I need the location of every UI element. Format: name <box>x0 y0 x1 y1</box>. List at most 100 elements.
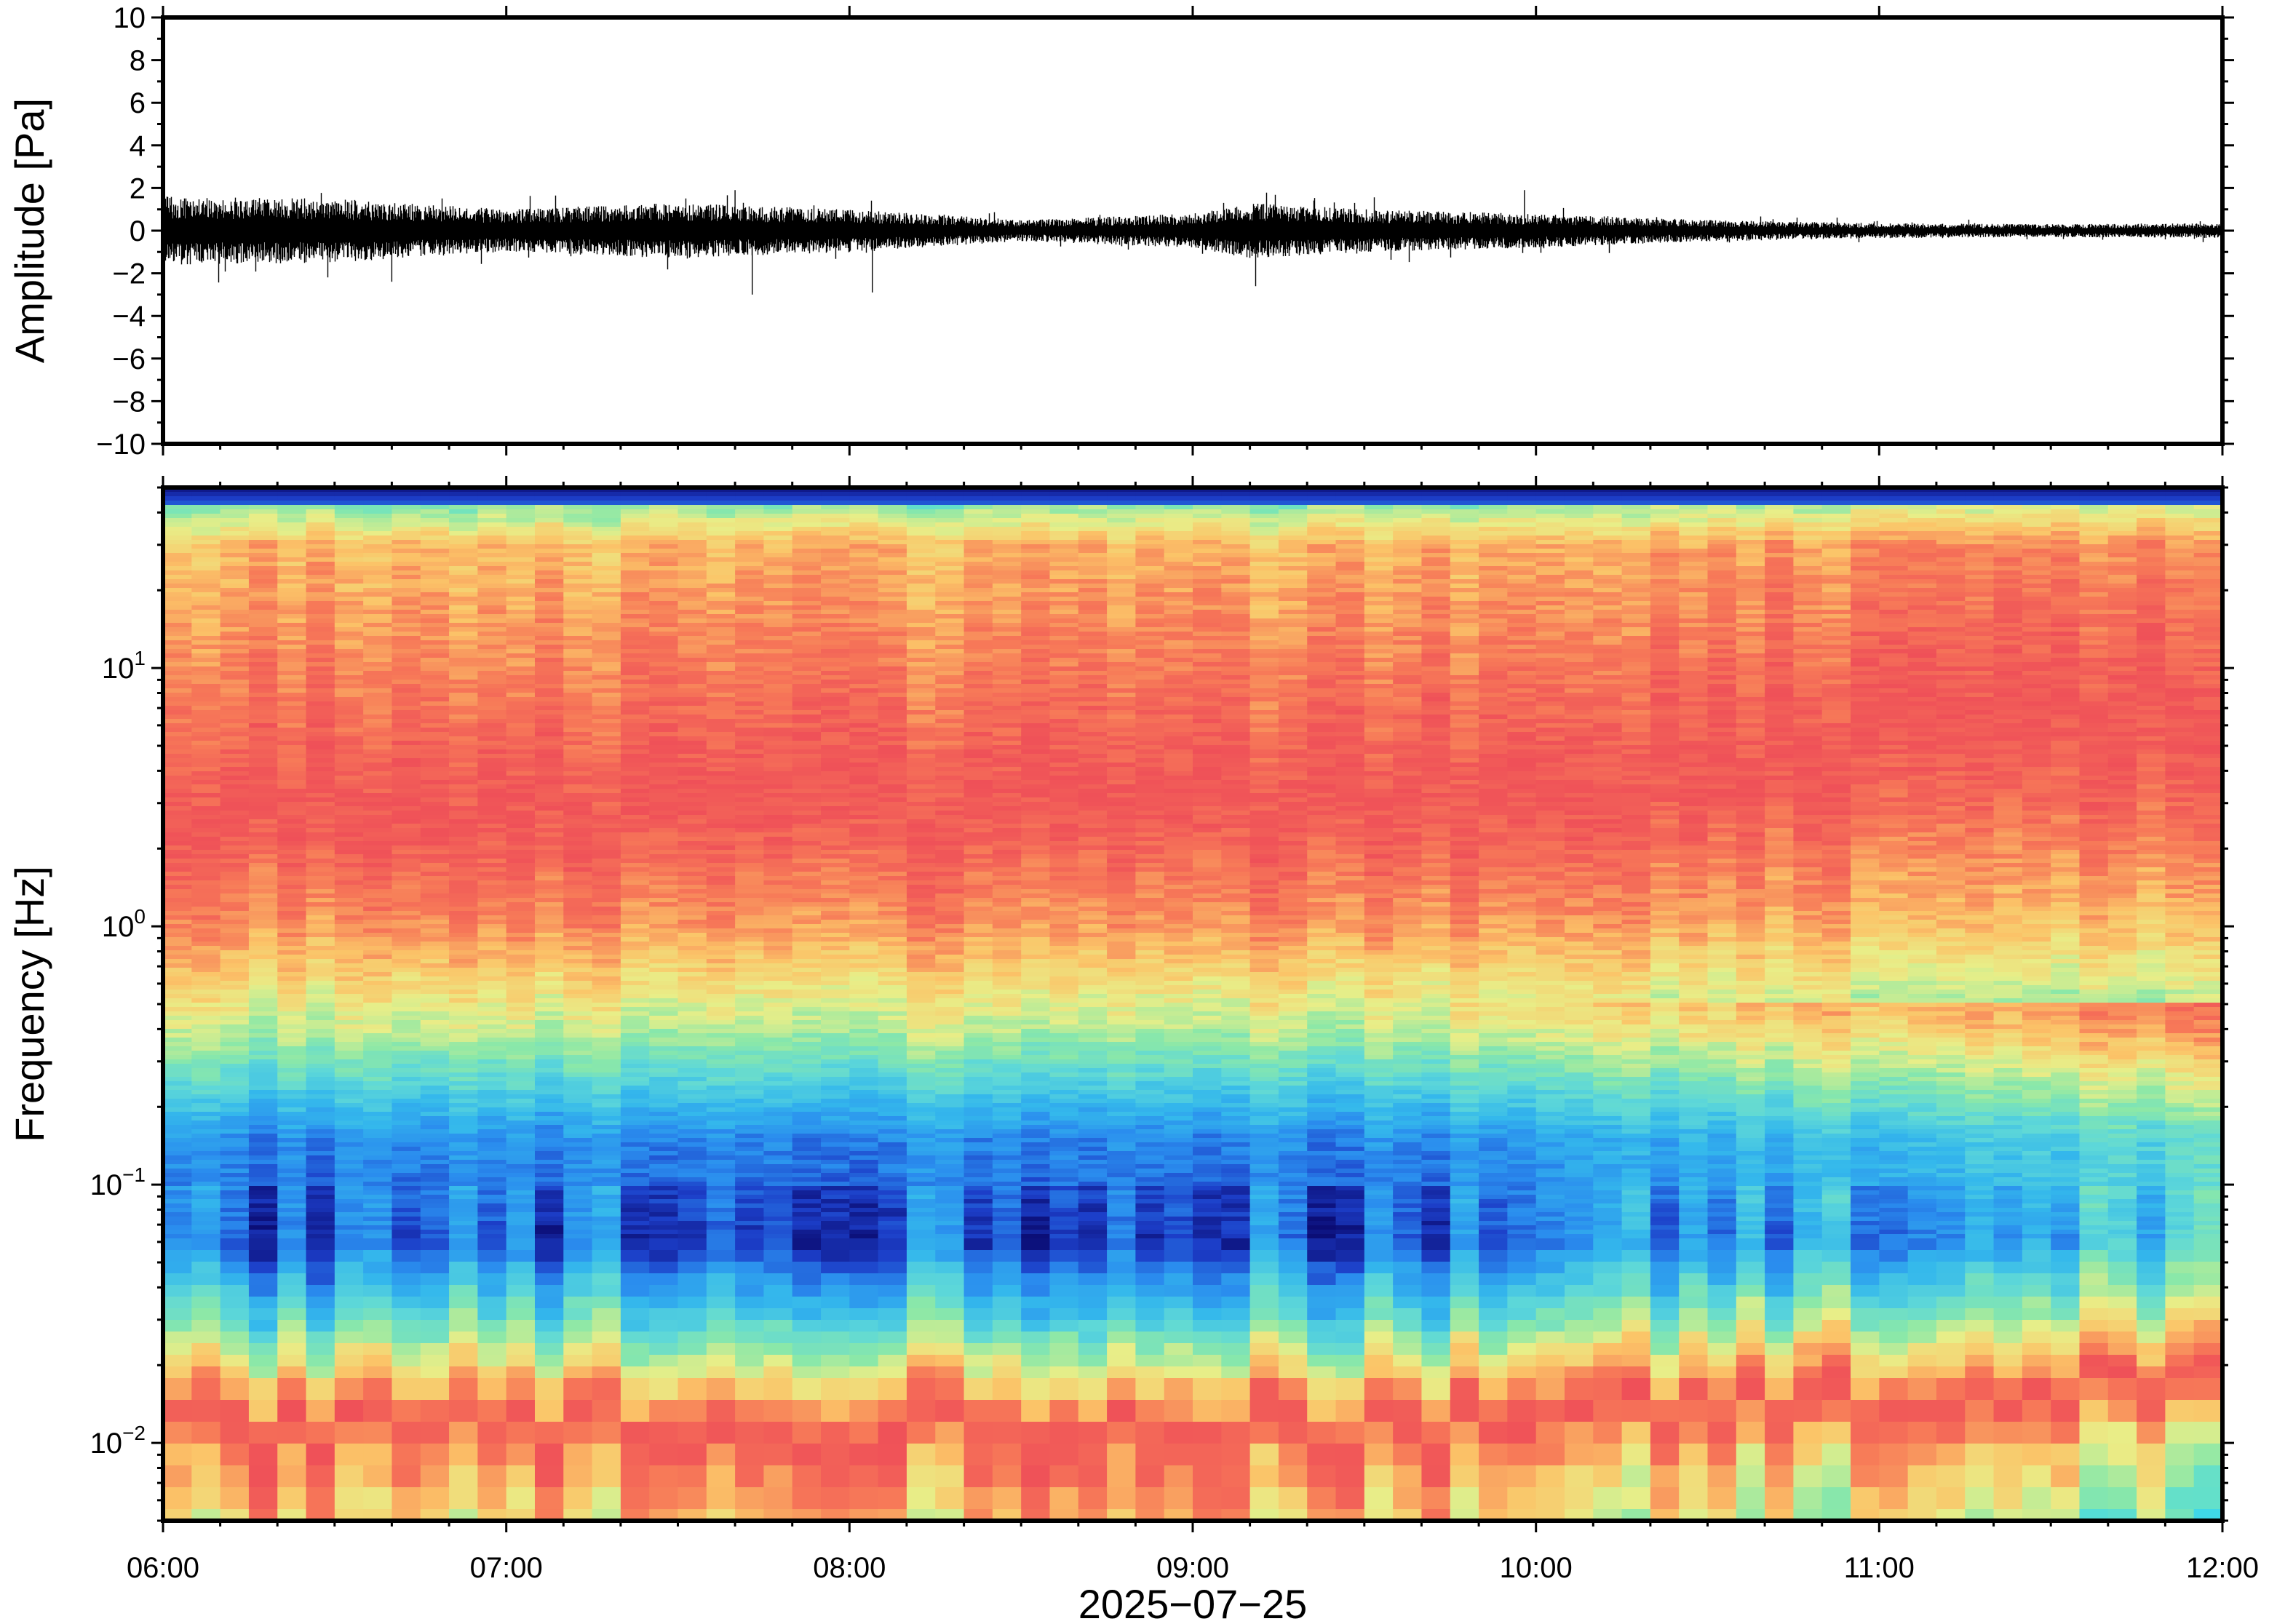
spectrogram-cell <box>1707 745 1737 750</box>
spectrogram-cell <box>1621 557 1651 562</box>
spectrogram-cell <box>1650 745 1680 750</box>
spectrogram-cell <box>1765 776 1795 781</box>
spectrogram-cell <box>1593 745 1623 750</box>
spectrogram-cell <box>1507 732 1537 737</box>
spectrogram-cell <box>1193 509 1222 514</box>
spectrogram-cell <box>1307 640 1337 645</box>
spectrogram-cell <box>1193 675 1222 680</box>
spectrogram-cell <box>1450 553 1479 558</box>
spectrogram-cell <box>1965 706 1995 711</box>
spectrogram-cell <box>449 623 478 628</box>
spectrogram-cell <box>563 666 593 672</box>
spectrogram-cell <box>1193 719 1222 724</box>
spectrogram-cell <box>1707 715 1737 720</box>
spectrogram-cell <box>677 749 707 755</box>
spectrogram-cell <box>1707 531 1737 536</box>
spectrogram-cell <box>1221 592 1251 597</box>
spectrogram-cell <box>248 666 278 672</box>
spectrogram-cell <box>306 540 335 545</box>
spectrogram-cell <box>1479 636 1508 641</box>
spectrogram-cell <box>1249 536 1279 541</box>
spectrogram-cell <box>935 666 965 672</box>
spectrogram-cell <box>677 697 707 702</box>
spectrogram-cell <box>1364 610 1394 615</box>
spectrogram-cell <box>2193 518 2222 523</box>
spectrogram-cell <box>620 627 650 632</box>
spectrogram-cell <box>2193 749 2222 755</box>
spectrogram-cell <box>1793 649 1823 654</box>
spectrogram-cell <box>735 592 765 597</box>
spectrogram-cell <box>821 605 850 610</box>
spectrogram-cell <box>1107 592 1136 597</box>
spectrogram-cell <box>1393 636 1423 641</box>
spectrogram-cell <box>2051 579 2081 584</box>
spectrogram-cell <box>1535 557 1565 562</box>
spectrogram-cell <box>534 588 564 593</box>
spectrogram-cell <box>992 636 1022 641</box>
spectrogram-cell <box>2165 584 2195 589</box>
spectrogram-cell <box>220 763 250 768</box>
spectrogram-cell <box>1936 562 1966 567</box>
spectrogram-cell <box>1535 496 1565 501</box>
spectrogram-cell <box>992 518 1022 523</box>
spectrogram-cell <box>420 544 450 549</box>
spectrogram-cell <box>277 701 307 706</box>
spectrogram-cell <box>1621 776 1651 781</box>
spectrogram-cell <box>1221 640 1251 645</box>
spectrogram-cell <box>849 597 879 602</box>
spectrogram-cell <box>1078 531 1108 536</box>
spectrogram-cell <box>2137 784 2166 789</box>
spectrogram-cell <box>2193 501 2222 506</box>
spectrogram-cell <box>1479 601 1508 606</box>
spectrogram-cell <box>677 623 707 628</box>
spectrogram-cell <box>1393 518 1423 523</box>
spectrogram-cell <box>963 684 993 689</box>
spectrogram-cell <box>1593 784 1623 789</box>
spectrogram-cell <box>477 749 507 755</box>
spectrogram-cell <box>1993 662 2023 667</box>
spectrogram-cell <box>2165 780 2195 785</box>
spectrogram-cell <box>1593 701 1623 706</box>
spectrogram-cell <box>1965 684 1995 689</box>
spectrogram-cell <box>1821 780 1851 785</box>
spectrogram-cell <box>1193 715 1222 720</box>
spectrogram-cell <box>849 531 879 536</box>
spectrogram-cell <box>1707 584 1737 589</box>
spectrogram-cell <box>1164 763 1193 768</box>
spectrogram-cell <box>1135 653 1165 658</box>
spectrogram-cell <box>1479 632 1508 637</box>
spectrogram-cell <box>306 584 335 589</box>
spectrogram-cell <box>1249 614 1279 619</box>
spectrogram-cell <box>334 570 364 576</box>
spectrogram-cell <box>1965 745 1995 750</box>
spectrogram-cell <box>2107 728 2137 733</box>
spectrogram-cell <box>763 684 793 689</box>
spectrogram-cell <box>534 649 564 654</box>
spectrogram-cell <box>1107 557 1136 562</box>
spectrogram-cell <box>849 684 879 689</box>
spectrogram-cell <box>2193 784 2222 789</box>
spectrogram-cell <box>2079 527 2109 532</box>
spectrogram-cell <box>334 597 364 602</box>
spectrogram-cell <box>392 514 421 519</box>
spectrogram-cell <box>1507 675 1537 680</box>
spectrogram-cell <box>1107 501 1136 506</box>
spectrogram-cell <box>1135 544 1165 549</box>
spectrogram-cell <box>878 623 907 628</box>
spectrogram-cell <box>420 658 450 663</box>
spectrogram-cell <box>992 610 1022 615</box>
spectrogram-cell <box>363 715 393 720</box>
spectrogram-cell <box>1221 536 1251 541</box>
waveform-y-tick-label: −10 <box>96 429 146 461</box>
spectrogram-cell <box>1535 605 1565 610</box>
spectrogram-cell <box>1936 588 1966 593</box>
spectrogram-cell <box>1936 658 1966 663</box>
spectrogram-cell <box>534 723 564 728</box>
spectrogram-cell <box>1479 736 1508 741</box>
spectrogram-cell <box>563 771 593 776</box>
spectrogram-cell <box>1765 540 1795 545</box>
spectrogram-cell <box>1679 693 1709 698</box>
spectrogram-cell <box>1164 706 1193 711</box>
spectrogram-cell <box>1021 505 1051 510</box>
spectrogram-cell <box>1421 645 1451 650</box>
